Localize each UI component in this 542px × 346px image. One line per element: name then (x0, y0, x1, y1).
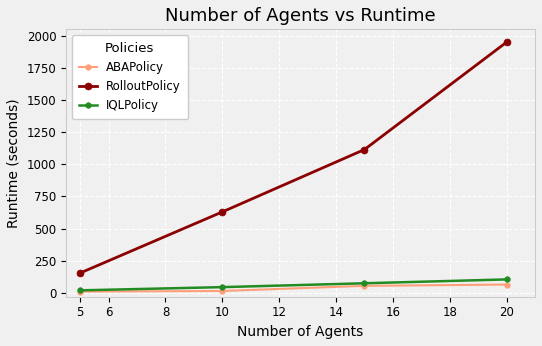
Y-axis label: Runtime (seconds): Runtime (seconds) (7, 98, 21, 228)
Title: Number of Agents vs Runtime: Number of Agents vs Runtime (165, 7, 436, 25)
IQLPolicy (219, 285, 225, 289)
IQLPolicy (504, 277, 510, 282)
RolloutPolicy (361, 147, 367, 152)
ABAPolicy (361, 284, 367, 288)
IQLPolicy (361, 281, 367, 285)
RolloutPolicy (219, 210, 225, 214)
Legend: ABAPolicy, RolloutPolicy, IQLPolicy: ABAPolicy, RolloutPolicy, IQLPolicy (72, 35, 188, 119)
ABAPolicy (504, 282, 510, 286)
RolloutPolicy (504, 40, 510, 44)
Line: IQLPolicy: IQLPolicy (78, 277, 509, 293)
RolloutPolicy (77, 271, 83, 275)
Line: RolloutPolicy: RolloutPolicy (77, 39, 510, 276)
X-axis label: Number of Agents: Number of Agents (237, 325, 364, 339)
ABAPolicy (77, 290, 83, 294)
IQLPolicy (77, 288, 83, 292)
ABAPolicy (219, 289, 225, 293)
Line: ABAPolicy: ABAPolicy (78, 282, 509, 294)
